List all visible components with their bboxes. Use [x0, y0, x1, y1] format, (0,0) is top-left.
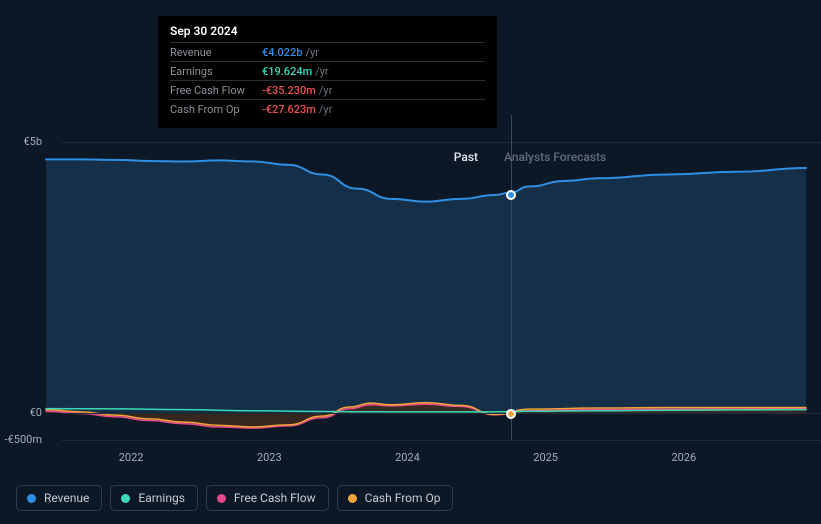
tooltip-row-value: €4.022b [262, 46, 303, 59]
hover-marker-revenue [506, 190, 516, 200]
past-label: Past [454, 150, 478, 164]
chart-svg [46, 142, 806, 440]
legend-toggle-free_cash_flow[interactable]: Free Cash Flow [206, 485, 329, 511]
tooltip-title: Sep 30 2024 [170, 24, 485, 38]
tooltip-row-suffix: /yr [319, 103, 332, 116]
legend-dot-icon [217, 494, 226, 503]
hover-tooltip: Sep 30 2024 Revenue€4.022b/yrEarnings€19… [158, 16, 497, 128]
legend-label: Cash From Op [365, 491, 441, 505]
legend-label: Earnings [138, 491, 185, 505]
tooltip-row-suffix: /yr [315, 65, 328, 78]
y-tick-label: €5b [23, 135, 42, 148]
legend-dot-icon [121, 494, 130, 503]
forecast-label: Analysts Forecasts [504, 150, 606, 164]
x-tick-label: 2026 [671, 451, 696, 464]
legend-label: Revenue [44, 491, 89, 505]
tooltip-row: Revenue€4.022b/yr [170, 42, 485, 61]
legend-toggle-cash_from_op[interactable]: Cash From Op [337, 485, 454, 511]
tooltip-row: Earnings€19.624m/yr [170, 61, 485, 80]
tooltip-row-value: €19.624m [262, 65, 312, 78]
x-tick-label: 2022 [119, 451, 144, 464]
tooltip-row-value: -€35.230m [262, 84, 316, 97]
tooltip-row: Cash From Op-€27.623m/yr [170, 99, 485, 118]
x-tick-label: 2023 [257, 451, 282, 464]
gridline [62, 142, 821, 143]
plot-area[interactable] [46, 142, 806, 440]
x-tick-label: 2025 [533, 451, 558, 464]
series-area-revenue [46, 159, 806, 413]
tooltip-row-label: Earnings [170, 65, 262, 78]
tooltip-row-label: Revenue [170, 46, 262, 59]
legend-label: Free Cash Flow [234, 491, 316, 505]
tooltip-row-label: Free Cash Flow [170, 84, 262, 97]
x-tick-label: 2024 [395, 451, 420, 464]
legend-dot-icon [348, 494, 357, 503]
legend-toggle-revenue[interactable]: Revenue [16, 485, 102, 511]
gridline [62, 413, 821, 414]
tooltip-row-suffix: /yr [306, 46, 319, 59]
tooltip-row: Free Cash Flow-€35.230m/yr [170, 80, 485, 99]
legend-dot-icon [27, 494, 36, 503]
financials-chart: €5b€0-€500m 20222023202420252026 Past An… [16, 0, 806, 524]
legend-toggle-earnings[interactable]: Earnings [110, 485, 198, 511]
y-tick-label: -€500m [5, 433, 42, 446]
legend-row: Revenue Earnings Free Cash Flow Cash From O… [16, 485, 453, 511]
hover-marker-cash_from_op [506, 409, 516, 419]
gridline [62, 440, 821, 441]
y-tick-label: €0 [30, 406, 42, 419]
tooltip-row-value: -€27.623m [262, 103, 316, 116]
tooltip-row-suffix: /yr [319, 84, 332, 97]
tooltip-row-label: Cash From Op [170, 103, 262, 116]
